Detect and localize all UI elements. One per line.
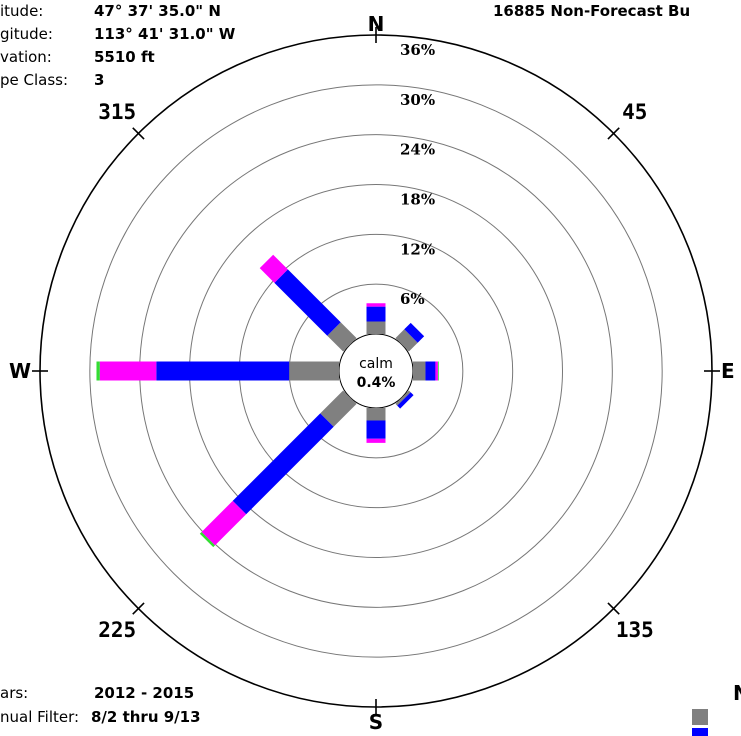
wind-bar-segment [327,322,357,352]
latitude-value: 47° 37' 35.0" N [94,2,221,20]
annual-filter-value: 8/2 thru 9/13 [91,708,201,726]
wind-bar-segment [232,413,334,515]
ring-label: 36% [400,41,435,59]
legend-title: N [733,681,741,705]
direction-label: 135 [616,618,654,642]
direction-label: 225 [98,618,136,642]
legend: N [692,681,741,736]
wind-bar-segment [199,531,216,548]
legend-swatch-gray [692,709,708,725]
wind-bar-segment [320,390,357,427]
direction-tick [132,127,145,140]
longitude-value: 113° 41' 31.0" W [94,25,236,43]
direction-tick [607,127,620,140]
station-title: 16885 Non-Forecast Bu [493,2,690,20]
elevation-value: 5510 ft [94,48,155,66]
legend-swatch-blue [692,728,708,736]
annual-filter-label: nual Filter: [0,708,79,726]
wind-bar-segment [259,254,288,283]
station-info: itude: 47° 37' 35.0" N gitude: 113° 41' … [0,2,236,89]
wind-bar-segment [274,269,341,336]
direction-tick [607,602,620,615]
longitude-label: gitude: [0,25,53,43]
direction-label: W [9,359,31,383]
ring-label: 12% [400,240,435,258]
elevation-label: vation: [0,48,52,66]
direction-tick [132,602,145,615]
ring-label: 6% [400,290,425,308]
ring-circle [89,84,663,658]
ring-label: 18% [400,191,435,209]
direction-label: 315 [98,100,136,124]
direction-label: E [721,359,735,383]
years-label: ars: [0,684,28,702]
years-value: 2012 - 2015 [94,684,194,702]
wind-bar-segment [201,500,247,546]
ring-label: 24% [400,141,435,159]
direction-label: S [369,710,383,734]
direction-label: 45 [622,100,647,124]
wind-bar-segment [404,322,425,343]
rose-plot: 6% 12% 18% 24% 30% 36% N 45 E 135 S 225 W 315 calm 0.4% [9,12,735,734]
slope-class-label: pe Class: [0,71,68,89]
slope-class-value: 3 [94,71,104,89]
latitude-label: itude: [0,2,43,20]
direction-label: N [368,12,385,36]
station-footer: ars: 2012 - 2015 nual Filter: 8/2 thru 9… [0,684,201,726]
calm-label: calm [359,356,393,372]
wind-bar-segment [397,392,414,409]
wind-bar-segment [395,390,411,406]
calm-value: 0.4% [357,375,396,391]
wind-bar-segment [395,329,418,352]
ring-label: 30% [400,91,435,109]
